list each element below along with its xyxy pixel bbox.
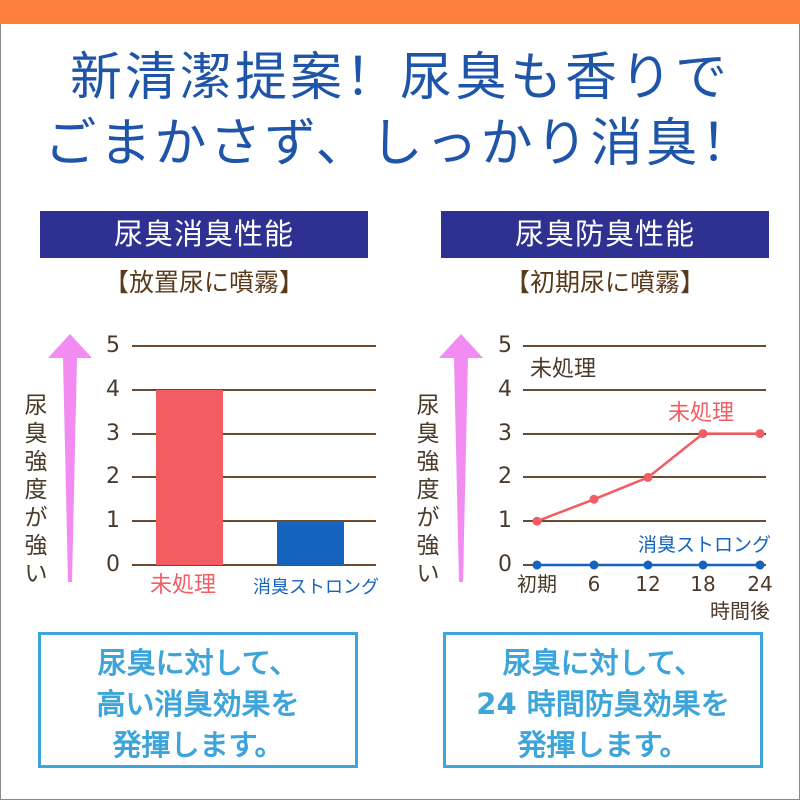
summary-line: 尿臭に対して、 (502, 646, 704, 680)
right-y-axis-label: 尿臭強度が強い (414, 392, 442, 588)
x-tick-label: 6 (587, 572, 601, 596)
summary-line: 発揮します。 (517, 728, 689, 762)
gridline (132, 345, 376, 347)
summary-line: 尿臭に対して、 (97, 646, 299, 680)
right-panel-subtitle: 【初期尿に噴霧】 (504, 268, 705, 297)
x-tick-label: 24 (747, 572, 773, 596)
y-axis-label-char: 度 (416, 477, 440, 503)
series-label-untreated: 未処理 (668, 401, 735, 426)
gridline (523, 432, 766, 435)
left-panel-title: 尿臭消臭性能 (40, 211, 368, 258)
y-axis-label-char: 臭 (416, 421, 440, 447)
y-tick-label: 3 (498, 420, 512, 446)
summary-line: 24 時間防臭効果を (476, 687, 730, 721)
y-axis-label-char: 強 (24, 533, 48, 559)
y-axis-label-char: い (416, 561, 440, 587)
right-summary-box: 尿臭に対して、 24 時間防臭効果を 発揮します。 (443, 632, 763, 768)
y-tick-label: 1 (498, 508, 512, 534)
y-tick-label: 5 (106, 333, 120, 358)
y-axis-label-char: 強 (416, 449, 440, 475)
y-axis-label-char: が (416, 505, 440, 531)
y-tick-label: 1 (106, 508, 120, 534)
up-arrow-icon (48, 334, 92, 582)
y-axis-label-char: 尿 (416, 393, 440, 419)
category-label-untreated: 未処理 (150, 573, 217, 598)
bar-untreated (156, 389, 223, 565)
summary-line: 発揮します。 (112, 728, 284, 762)
x-tick-label: 初期 (517, 572, 557, 596)
y-tick-label: 2 (106, 464, 120, 490)
x-tick-label: 12 (635, 572, 661, 596)
y-tick-label: 5 (498, 333, 512, 358)
gridline (132, 520, 376, 523)
y-tick-label: 0 (498, 552, 512, 577)
bar-product (277, 521, 344, 565)
x-tick-label: 18 (690, 572, 716, 596)
gridline (523, 388, 766, 391)
headline-line-2: ごまかさず、しっかり消臭！ (44, 114, 756, 174)
y-axis-label-char: が (24, 505, 48, 531)
gridline (523, 345, 766, 347)
x-axis-unit: 時間後 (710, 599, 770, 623)
y-tick-label: 4 (498, 376, 512, 402)
left-panel-subtitle: 【放置尿に噴霧】 (103, 268, 304, 297)
right-panel-title: 尿臭防臭性能 (441, 211, 769, 258)
category-label-product: 消臭ストロング (253, 577, 379, 598)
gridline (132, 564, 376, 566)
gridline (132, 388, 376, 391)
left-summary-box: 尿臭に対して、 高い消臭効果を 発揮します。 (38, 632, 358, 768)
up-arrow-icon (439, 334, 483, 582)
y-axis-label-char: 度 (24, 477, 48, 503)
y-axis-label-char: 尿 (24, 393, 48, 419)
y-tick-label: 3 (106, 420, 120, 446)
headline-line-1: 新清潔提案！尿臭も香りで (69, 48, 730, 108)
gridline (132, 476, 376, 479)
top-accent-bar (0, 0, 800, 24)
gridline (523, 520, 766, 523)
gridline (132, 432, 376, 435)
series-label-product: 消臭ストロング (638, 534, 772, 556)
annotation-untreated-top: 未処理 (530, 357, 597, 382)
summary-line: 高い消臭効果を (96, 687, 300, 721)
y-axis-label-char: 強 (24, 449, 48, 475)
y-axis-label-char: い (24, 561, 48, 587)
y-axis-label-char: 臭 (24, 421, 48, 447)
y-tick-label: 2 (498, 464, 512, 490)
left-y-axis-label: 尿臭強度が強い (22, 392, 50, 588)
y-tick-label: 4 (106, 376, 120, 402)
y-tick-label: 0 (106, 552, 120, 577)
y-axis-label-char: 強 (416, 533, 440, 559)
